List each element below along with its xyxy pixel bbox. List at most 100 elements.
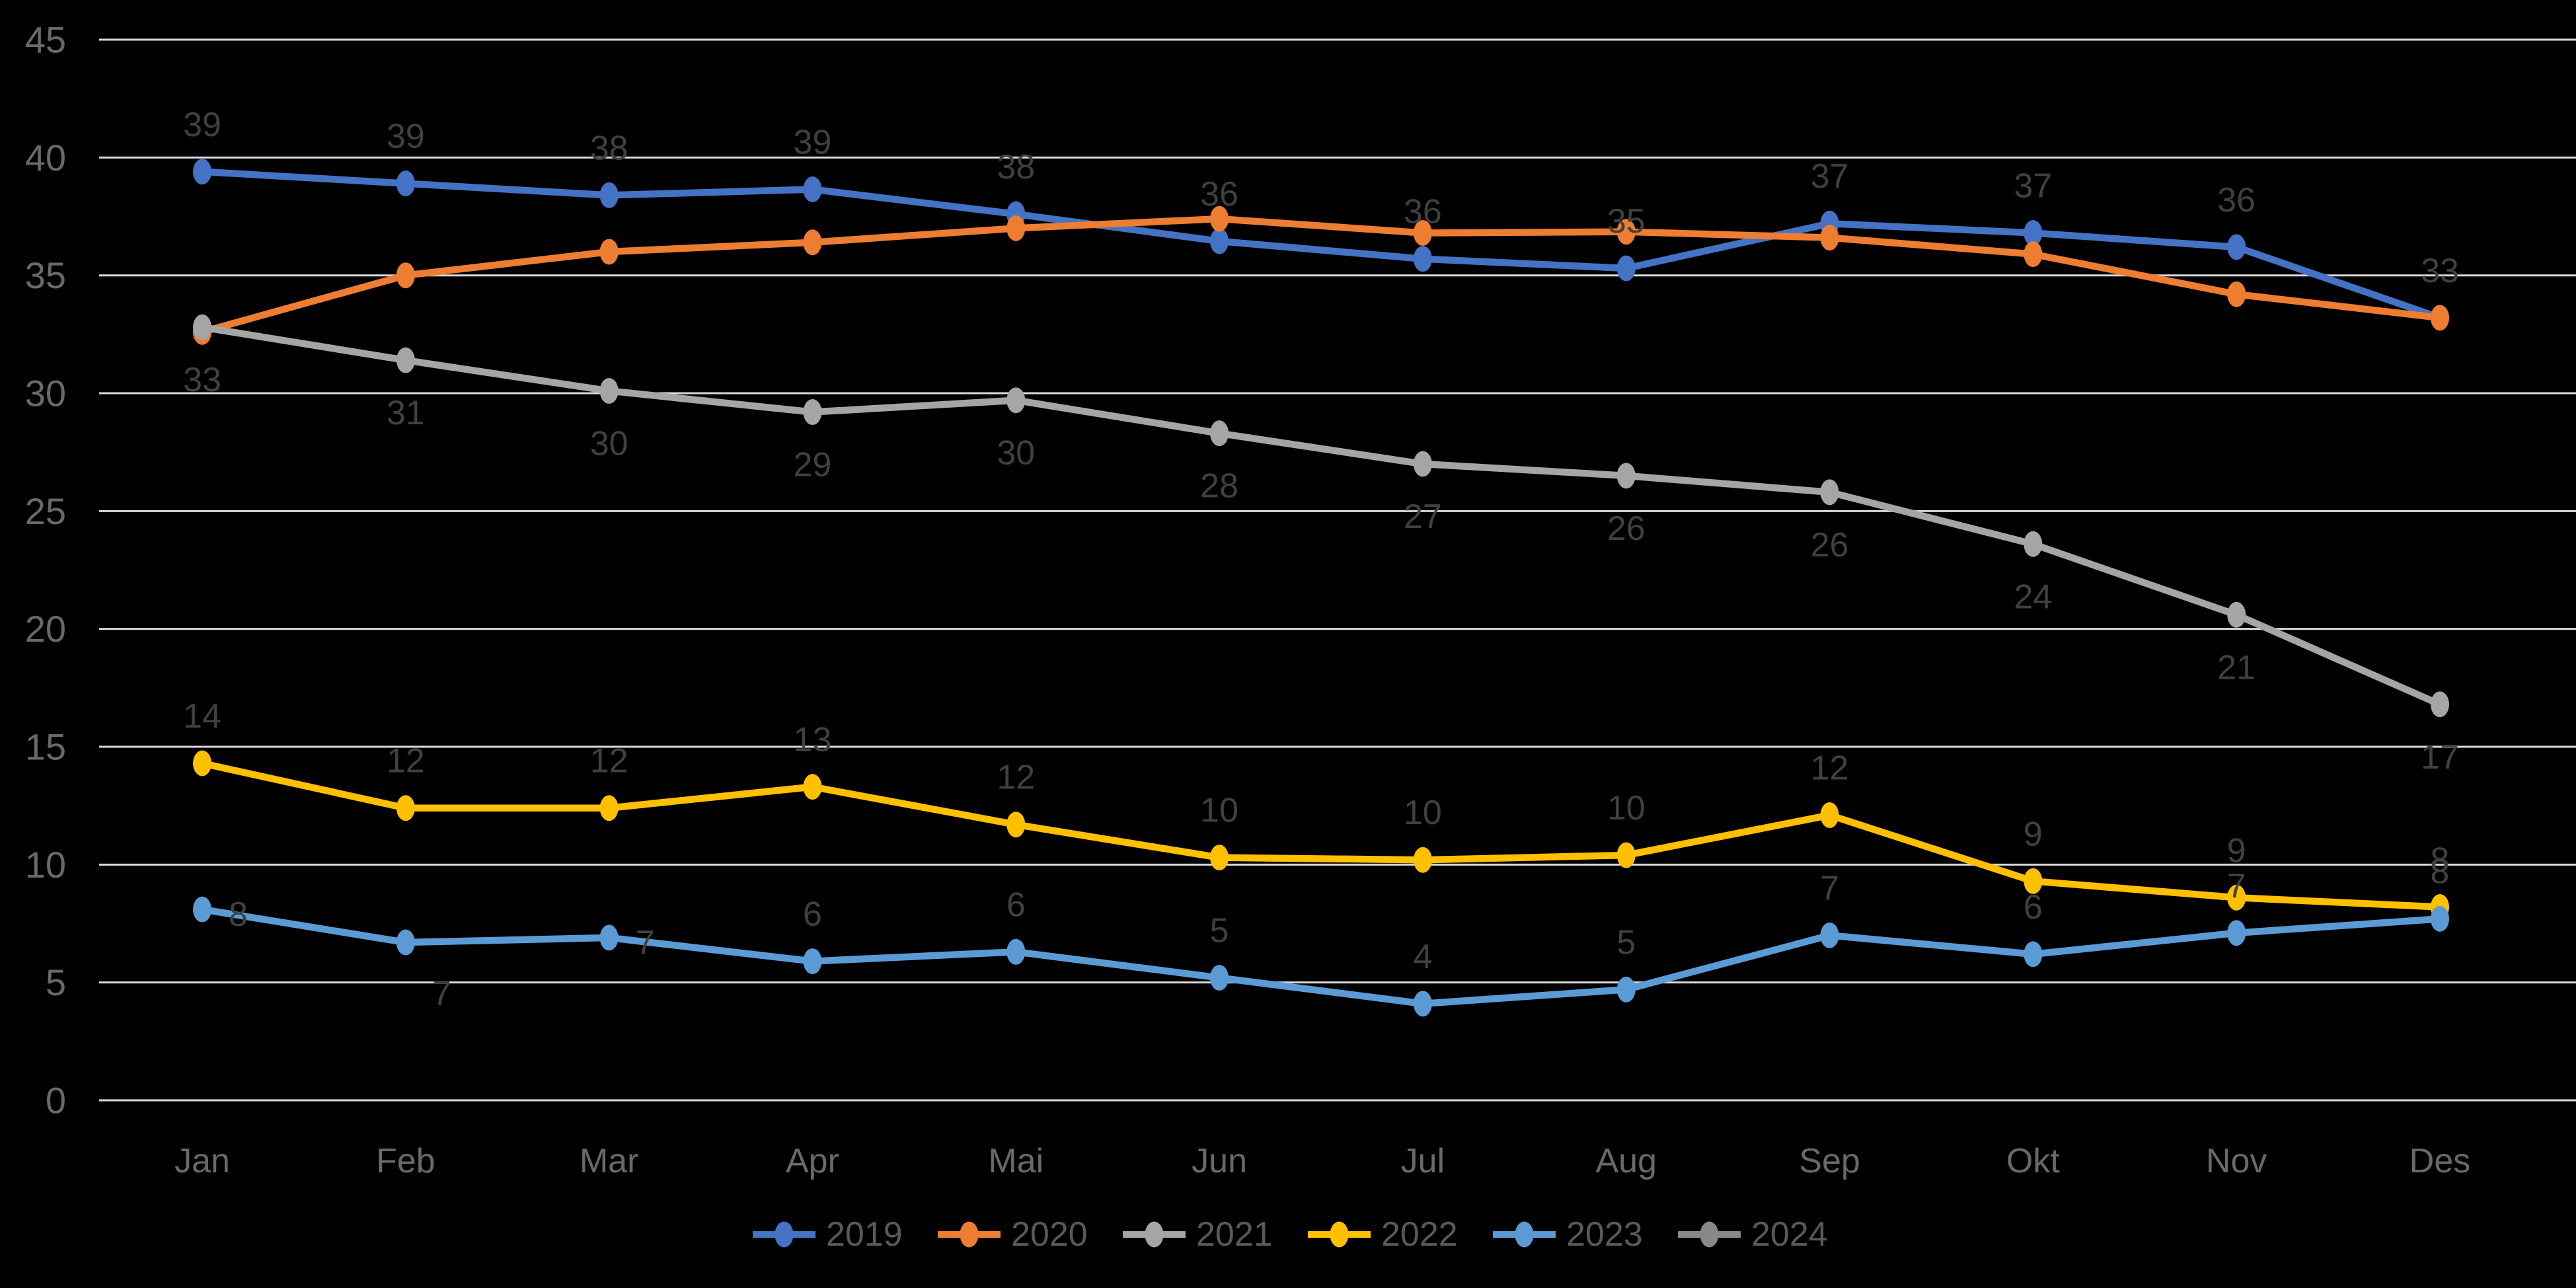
- x-axis-month-label: Jun: [1192, 1142, 1247, 1180]
- series-2022-marker: [1616, 842, 1636, 868]
- series-2023-marker: [2431, 905, 2450, 932]
- series-2022-marker: [193, 750, 211, 777]
- y-axis-tick-label: 30: [25, 373, 66, 414]
- series-2021-marker: [2431, 691, 2450, 718]
- series-2023-marker: [803, 948, 822, 975]
- gridlines: [99, 38, 2576, 1102]
- data-label-2022: 8: [2431, 841, 2450, 880]
- legend-marker: [775, 1221, 794, 1248]
- series-2022-marker: [803, 774, 822, 800]
- data-label-2019: 39: [794, 124, 832, 162]
- data-label-2023: 7: [636, 924, 655, 962]
- data-label-2023: 7: [1820, 869, 1839, 907]
- legend-item-2019: 2019: [753, 1215, 903, 1254]
- series-2020-marker: [1820, 225, 1839, 251]
- series-2022: [193, 750, 2450, 921]
- legend-marker: [1700, 1221, 1719, 1248]
- data-label-2021: 21: [2217, 648, 2255, 687]
- series-2021-marker: [599, 377, 619, 404]
- x-axis-month-label: Mai: [988, 1142, 1043, 1180]
- legend-label: 2022: [1381, 1215, 1458, 1254]
- series-2022-marker: [1820, 802, 1839, 828]
- data-label-2022: 12: [1811, 749, 1849, 787]
- series-2020-line: [198, 215, 2444, 336]
- series-2021-marker: [1616, 463, 1636, 489]
- data-label-2021: 33: [183, 361, 221, 399]
- data-label-2022: 12: [997, 759, 1035, 797]
- legend-label: 2023: [1566, 1215, 1643, 1254]
- x-axis-month-label: Mar: [580, 1142, 639, 1180]
- data-label-2022: 13: [794, 721, 832, 759]
- data-label-2021: 17: [2421, 738, 2459, 777]
- data-label-2022: 10: [1607, 789, 1646, 827]
- legend: 2019 2020 2021 2022 2023 2024: [753, 1215, 1828, 1254]
- y-axis-tick-label: 10: [25, 844, 66, 886]
- series-2023-marker: [1413, 991, 1432, 1017]
- series-2021-marker: [193, 314, 211, 340]
- legend-item-2022: 2022: [1308, 1215, 1458, 1254]
- data-label-2021: 31: [387, 394, 425, 432]
- series-2020-marker: [803, 229, 822, 256]
- series-2020-marker: [1616, 219, 1636, 245]
- data-label-2023: 8: [2431, 852, 2450, 891]
- series-2020-marker: [1210, 206, 1229, 232]
- y-axis-labels: 45 40 35 30 25 20 15 10 5 0: [25, 19, 66, 1121]
- data-label-2021: 30: [590, 424, 628, 463]
- legend-marker: [1330, 1221, 1349, 1248]
- series-2021-marker: [1820, 479, 1839, 506]
- series-2019-marker: [599, 182, 619, 208]
- series-2021-marker: [396, 347, 415, 373]
- data-label-2023: 6: [1006, 886, 1026, 924]
- data-label-2019: 35: [1607, 202, 1646, 241]
- series-2023-marker: [193, 896, 211, 923]
- series-2021-line: [198, 323, 2444, 708]
- data-label-2023: 6: [803, 895, 822, 934]
- data-label-2022: 12: [387, 742, 425, 780]
- series-lines: [193, 159, 2450, 1017]
- legend-item-2021: 2021: [1123, 1215, 1273, 1254]
- data-label-2023: 5: [1616, 923, 1636, 962]
- x-axis-month-label: Jan: [174, 1142, 230, 1180]
- data-label-2019: 33: [2421, 252, 2459, 290]
- data-label-2022: 10: [1404, 794, 1442, 832]
- data-label-2022: 9: [2227, 831, 2246, 870]
- y-axis-tick-label: 20: [25, 608, 66, 650]
- series-2019-line: [198, 168, 2444, 322]
- series-2019-marker: [803, 176, 822, 203]
- data-label-2019: 38: [997, 148, 1035, 186]
- legend-label: 2019: [826, 1215, 903, 1254]
- data-label-2019: 39: [387, 118, 425, 156]
- legend-marker: [1145, 1221, 1164, 1248]
- legend-label: 2021: [1196, 1215, 1273, 1254]
- x-axis-month-label: Apr: [786, 1142, 839, 1180]
- legend-item-2024: 2024: [1678, 1215, 1828, 1254]
- series-2023-marker: [1210, 965, 1229, 991]
- series-2019-marker: [2227, 234, 2246, 260]
- series-2022-marker: [396, 795, 415, 821]
- data-label-2021: 28: [1200, 467, 1238, 506]
- x-axis-month-label: Feb: [376, 1142, 436, 1180]
- x-axis-month-label: Nov: [2206, 1142, 2267, 1180]
- series-2019-marker: [2024, 219, 2043, 246]
- series-2022-marker: [1006, 812, 1026, 838]
- data-label-2023: 7: [2227, 867, 2246, 905]
- series-2020-marker: [2227, 281, 2246, 307]
- data-label-2019: 36: [1200, 175, 1238, 213]
- series-2023-marker: [599, 925, 619, 951]
- series-2019: [193, 159, 2450, 331]
- series-2020-marker: [396, 262, 415, 289]
- legend-item-2020: 2020: [938, 1215, 1088, 1254]
- series-2019-marker: [1413, 246, 1432, 272]
- x-axis-labels: Jan Feb Mar Apr Mai Jun Jul Aug Sep Okt Nov Des: [174, 1142, 2470, 1180]
- series-2022-line: [198, 759, 2444, 911]
- data-label-2019: 37: [2014, 167, 2052, 205]
- series-2021-marker: [1006, 387, 1026, 414]
- data-label-2023: 5: [1210, 912, 1229, 950]
- series-2023-marker: [2024, 941, 2043, 967]
- data-label-2022: 12: [590, 742, 628, 780]
- data-label-2021: 29: [794, 446, 832, 484]
- series-2020-marker: [2024, 241, 2043, 268]
- data-label-2021: 30: [997, 434, 1035, 473]
- data-label-2021: 24: [2014, 578, 2052, 616]
